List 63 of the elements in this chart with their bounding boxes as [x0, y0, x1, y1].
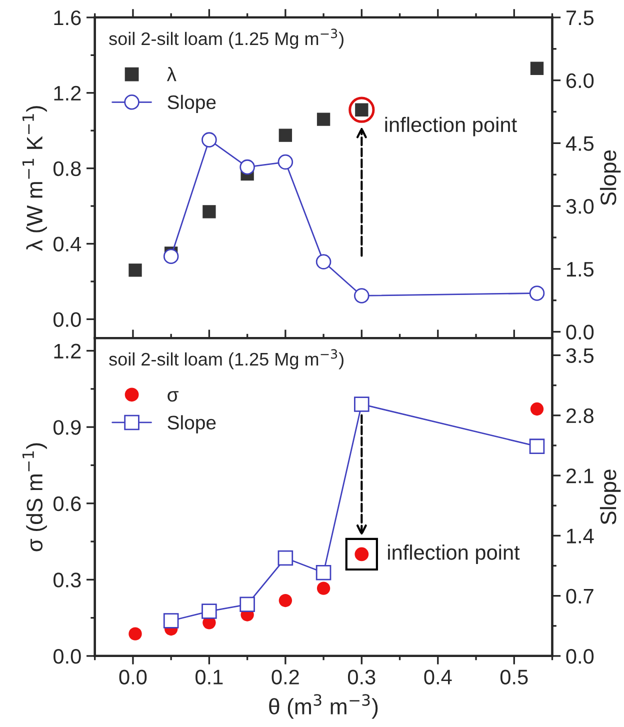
point	[240, 159, 255, 175]
point	[316, 582, 330, 595]
y-tick-label: 0.6	[54, 496, 81, 512]
point	[316, 112, 330, 126]
point	[354, 288, 370, 304]
legend-label: λ	[166, 67, 176, 82]
x-tick-label: 0.3	[348, 670, 376, 684]
point	[278, 154, 294, 170]
y-axis-title: λ (W m$^{−1}$ K$^{−1}$)	[22, 106, 47, 251]
point	[278, 128, 292, 142]
y2-tick-label: 3.5	[566, 348, 594, 363]
y-tick-label: 1.2	[54, 344, 81, 358]
x-tick-label: 0.5	[500, 670, 528, 684]
x-tick-label: 0.2	[272, 670, 299, 684]
y2-tick-label: 0.0	[566, 648, 594, 664]
y-tick-label: 0.4	[54, 236, 82, 252]
legend-label: σ	[168, 391, 178, 402]
point	[202, 132, 217, 148]
y2-tick-label: 6.0	[566, 73, 594, 88]
y2-tick-label: 1.5	[567, 262, 594, 277]
text: soil 2-silt loam (1.25 Mg m$^{−3}$)	[109, 349, 344, 370]
point	[278, 594, 292, 608]
y2-axis-title: Slope	[600, 150, 621, 206]
point	[530, 402, 544, 416]
point	[202, 604, 217, 619]
legend-label: Slope	[168, 94, 216, 113]
point	[354, 396, 370, 412]
y2-tick-label: 0.0	[566, 324, 594, 340]
y2-tick-label: 1.4	[567, 528, 594, 544]
legend-label: Slope	[168, 415, 216, 434]
y-tick-label: 0.3	[54, 572, 81, 588]
x-tick-label: 0.4	[424, 670, 452, 684]
point	[316, 564, 332, 580]
y2-tick-label: 2.1	[566, 468, 594, 484]
y2-tick-label: 7.5	[566, 10, 594, 26]
text: soil 2-silt loam (1.25 Mg m$^{−3}$)	[109, 28, 344, 49]
y2-tick-label: 4.5	[566, 136, 594, 151]
y-tick-label: 0.0	[54, 648, 81, 664]
annotation: inflection point	[388, 544, 520, 564]
x-tick-label: 0.1	[196, 670, 223, 684]
y2-tick-label: 0.7	[566, 588, 594, 604]
point	[128, 264, 142, 277]
y-axis-title: σ (dS m$^{−1}$)	[22, 443, 47, 552]
point	[163, 248, 179, 264]
y2-tick-label: 2.8	[566, 408, 594, 424]
y-tick-label: 1.6	[54, 10, 81, 26]
y2-tick-label: 3.0	[566, 199, 594, 214]
point	[240, 596, 255, 612]
point	[278, 550, 294, 566]
x-axis-title: θ (m$^{3}$ m$^{−3}$)	[269, 694, 378, 719]
x-tick-label: 0.0	[119, 670, 147, 684]
point	[163, 613, 179, 628]
y-tick-label: 0.8	[54, 161, 81, 176]
y-tick-label: 0.9	[54, 420, 81, 435]
point	[316, 254, 332, 270]
y-tick-label: 1.2	[54, 86, 81, 100]
point	[529, 438, 545, 454]
y2-axis-title: Slope	[600, 470, 621, 524]
annotation: inflection point	[385, 116, 517, 136]
point	[202, 205, 216, 218]
y-tick-label: 0.0	[54, 312, 81, 327]
point	[128, 627, 142, 640]
point	[530, 62, 544, 75]
